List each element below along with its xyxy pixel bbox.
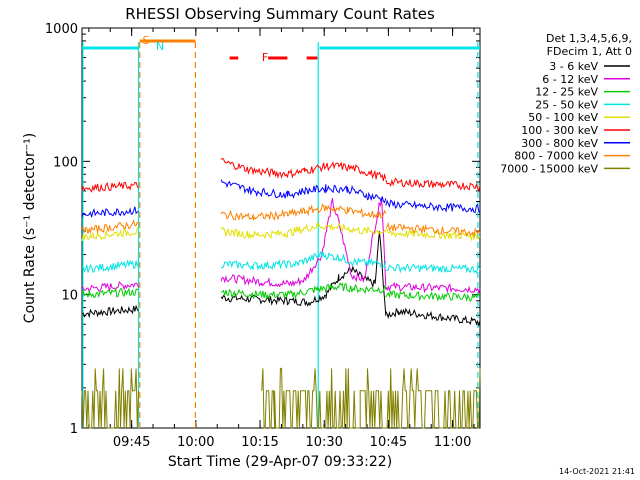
x-tick-label: 10:00 [177,435,214,450]
legend-label: 50 - 100 keV [528,111,598,124]
series-line-6 [385,199,481,214]
annotation-S: S [143,34,150,47]
series-layer [81,157,481,429]
series-line-8 [81,368,139,429]
series-line-5 [220,157,387,182]
y-axis-label: Count Rate (s⁻¹ detector⁻¹) [22,133,38,323]
x-tick-labels: 09:45 10:00 10:15 10:30 10:45 11:00 [113,435,471,450]
series-line-0 [220,230,387,316]
series-line-4 [81,226,139,242]
flag-lines [82,42,479,428]
y-tick-label: 100 [53,155,78,170]
y-tick-labels: 1 10 100 1000 [45,22,78,437]
series-line-7 [220,203,387,221]
series-line-2 [220,282,387,300]
series-line-0 [385,307,481,327]
flag-bars [82,39,480,60]
x-tick-label: 09:45 [113,435,150,450]
series-line-7 [81,219,139,235]
series-line-6 [81,206,139,218]
x-axis-label: Start Time (29-Apr-07 09:33:22) [168,454,392,470]
legend-label: 12 - 25 keV [535,86,598,99]
legend-label: 100 - 300 keV [521,124,598,137]
x-tick-label: 11:00 [434,435,471,450]
x-tick-label: 10:45 [370,435,407,450]
annotation-N: N [156,40,164,53]
series-line-4 [220,221,387,240]
legend-label: 25 - 50 keV [535,98,598,111]
series-line-1 [385,281,481,295]
x-tick-label: 10:15 [241,435,278,450]
series-line-3 [81,259,139,273]
x-tick-label: 10:30 [305,435,342,450]
series-line-3 [385,263,481,274]
legend-label: 300 - 800 keV [521,137,598,150]
legend-label: 3 - 6 keV [549,60,598,73]
series-line-7 [385,221,481,238]
series-line-3 [220,251,387,271]
y-tick-label: 1 [70,422,78,437]
legend-header-line-2: FDecim 1, Att 0 [547,45,632,58]
series-line-2 [385,290,481,303]
series-line-1 [220,197,387,288]
series-line-4 [385,228,481,242]
series-line-8 [385,368,481,429]
generation-timestamp: 14-Oct-2021 21:41 [559,467,635,476]
legend-label: 6 - 12 keV [542,73,598,86]
series-line-5 [385,177,481,192]
series-line-5 [81,181,139,193]
series-line-6 [220,179,387,204]
legend-label: 7000 - 15000 keV [500,162,598,175]
legend-label: 800 - 7000 keV [514,150,598,163]
annotation-labels: S N F [143,34,269,64]
series-line-1 [81,281,139,293]
series-line-0 [81,304,139,319]
chart-title: RHESSI Observing Summary Count Rates [125,5,435,23]
y-tick-label: 10 [61,289,78,304]
series-line-2 [81,287,139,299]
annotation-F: F [262,51,268,64]
plot-area [81,27,481,429]
legend-header-line-1: Det 1,3,4,5,6,9, [546,32,632,45]
series-line-8 [261,367,386,429]
legend: Det 1,3,4,5,6,9, FDecim 1, Att 0 3 - 6 k… [500,32,632,175]
y-tick-label: 1000 [45,22,78,37]
